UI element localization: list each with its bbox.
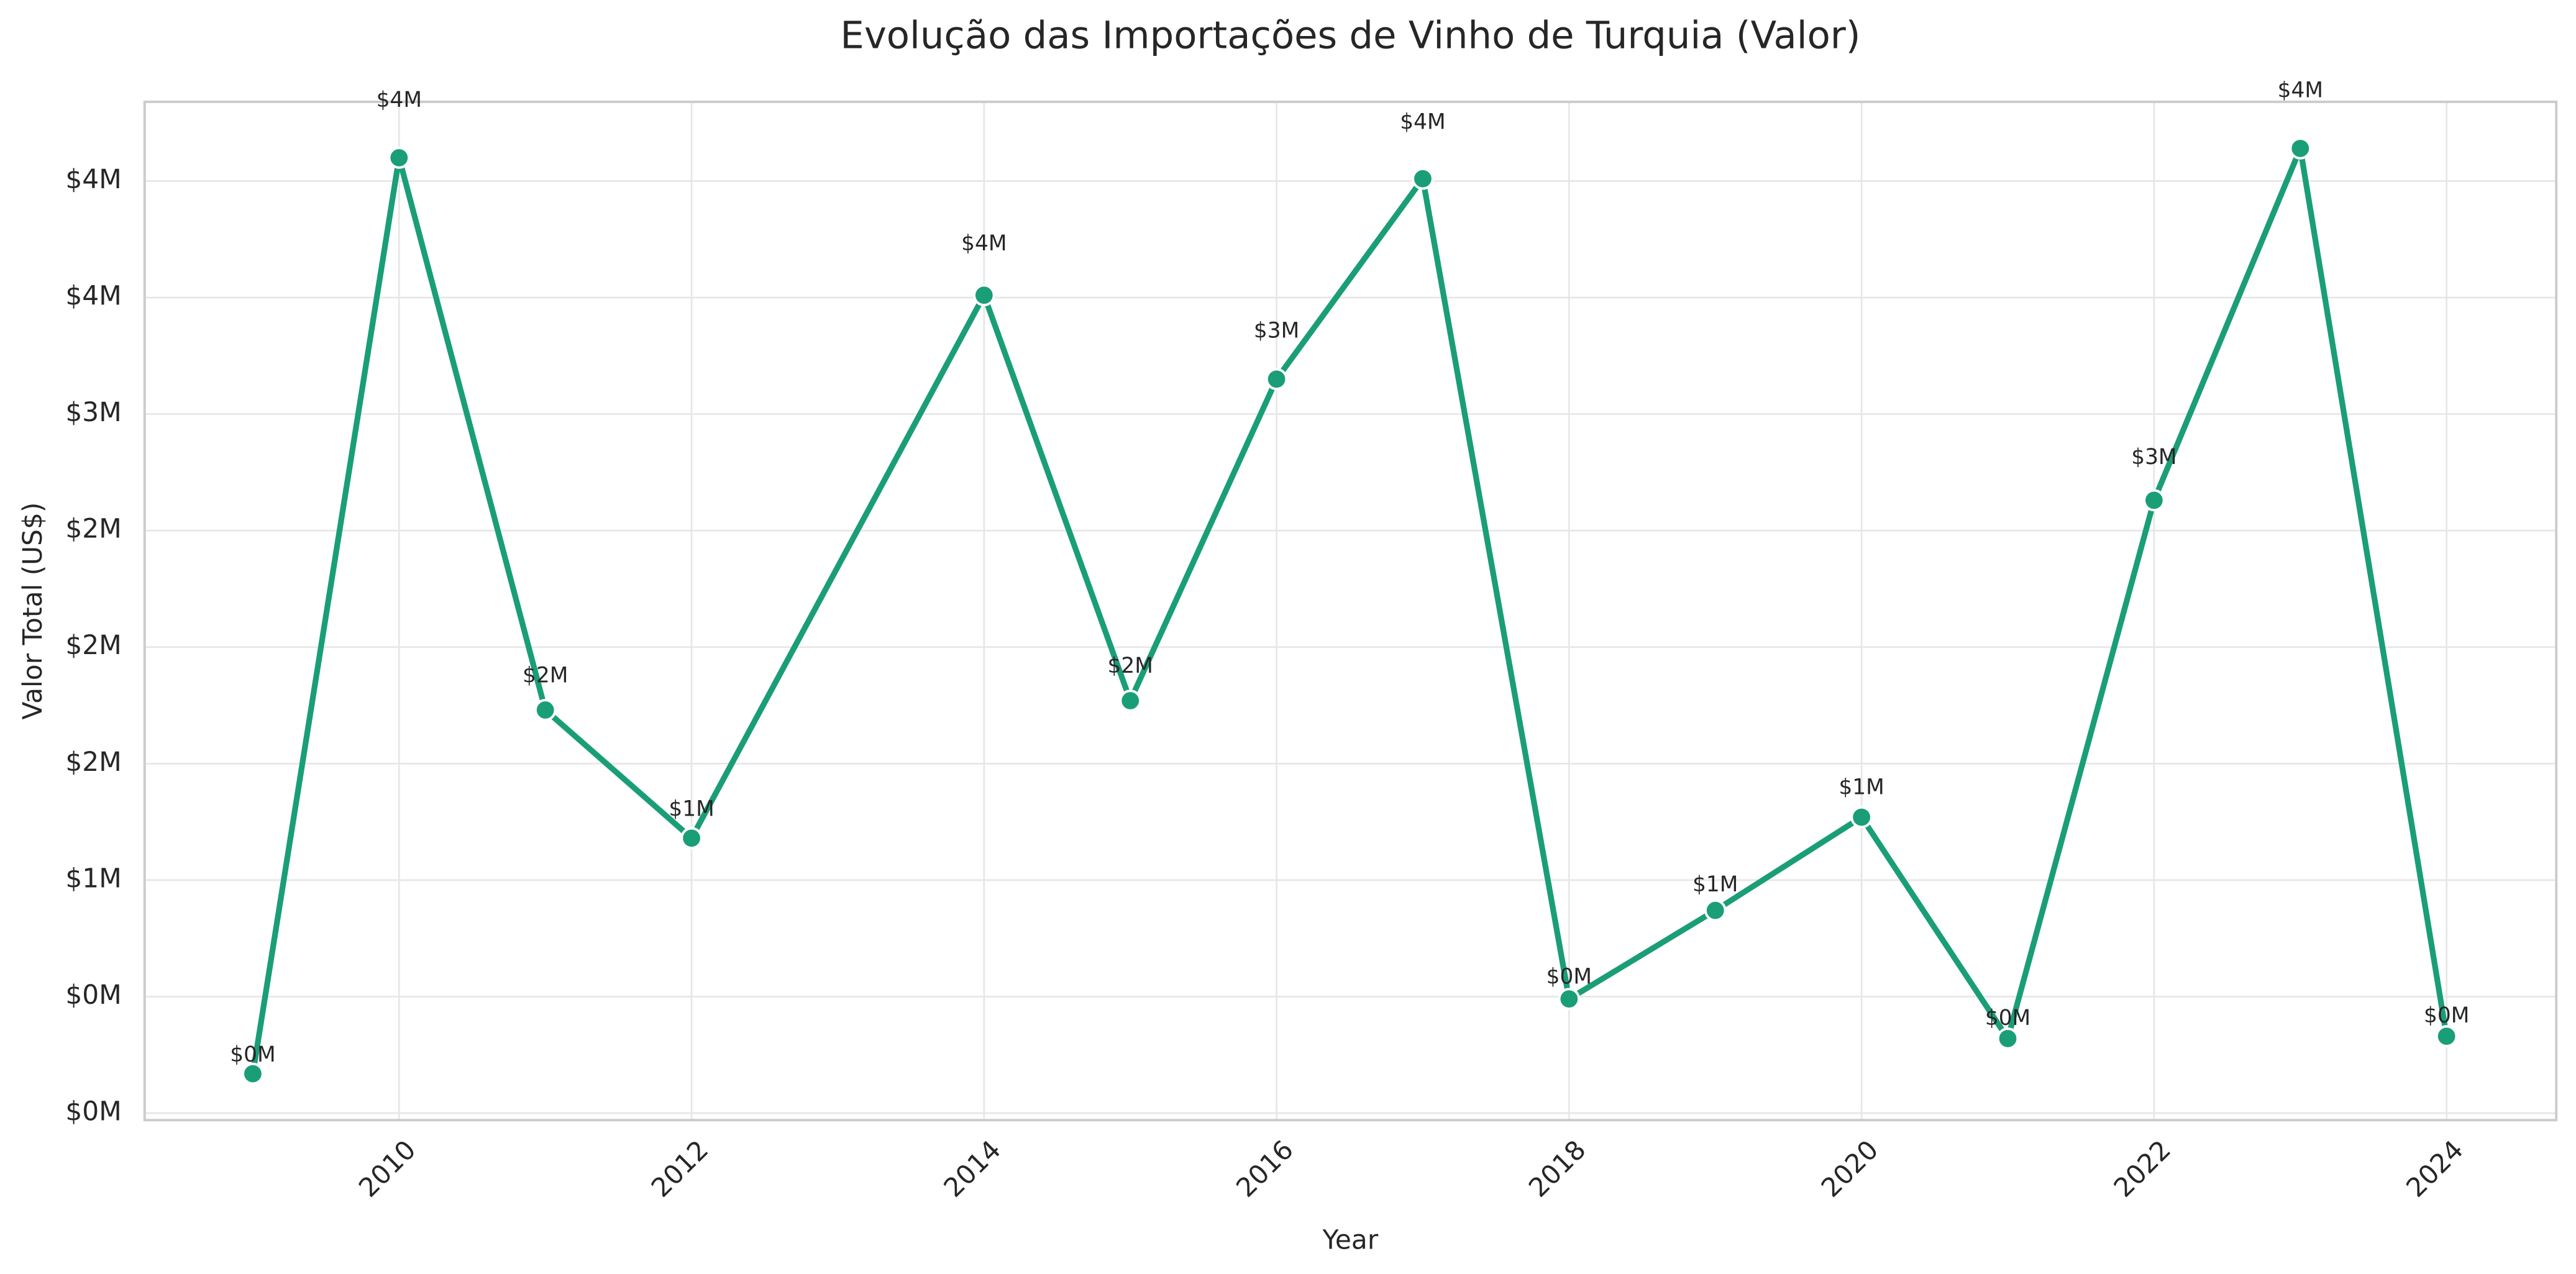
point xyxy=(1119,689,1142,712)
x-tick-label: 2024 xyxy=(2400,1134,2469,1203)
data-label: $3M xyxy=(2131,445,2176,470)
point xyxy=(680,827,703,850)
line xyxy=(250,145,2450,1075)
point xyxy=(2435,1025,2458,1048)
point xyxy=(1850,806,1873,829)
data-label: $4M xyxy=(961,231,1007,256)
y-tick-label: $2M xyxy=(65,514,121,544)
data-label: $2M xyxy=(1108,653,1153,678)
data-label: $1M xyxy=(1692,872,1738,897)
x-tick-label: 2020 xyxy=(1816,1134,1884,1203)
data-label: $4M xyxy=(1400,109,1445,134)
x-tick-label: 2016 xyxy=(1230,1134,1299,1203)
data-label: $1M xyxy=(669,797,714,822)
data-label: $4M xyxy=(377,88,422,112)
point xyxy=(1265,368,1288,391)
x-tick-label: 2012 xyxy=(646,1134,715,1203)
x-tick-label: 2018 xyxy=(1523,1134,1592,1203)
point xyxy=(1558,988,1581,1011)
x-tick-label: 2010 xyxy=(353,1134,422,1203)
point xyxy=(1412,167,1434,190)
point xyxy=(2289,137,2312,160)
data-label: $2M xyxy=(523,663,568,688)
data-label: $0M xyxy=(1985,1006,2030,1031)
point xyxy=(972,284,995,307)
data-label: $0M xyxy=(230,1042,275,1067)
data-label: $0M xyxy=(1546,964,1592,989)
data-label: $0M xyxy=(2424,1003,2469,1028)
y-axis-label: Valor Total (US$) xyxy=(17,503,48,720)
y-tick-label: $3M xyxy=(65,397,121,427)
x-tick-label: 2014 xyxy=(938,1134,1007,1203)
data-label: $1M xyxy=(1838,775,1884,800)
data-label: $4M xyxy=(2278,78,2323,102)
x-axis-label: Year xyxy=(1322,1224,1379,1255)
y-tick-label: $4M xyxy=(65,281,121,311)
point xyxy=(242,1062,264,1085)
y-tick-label: $0M xyxy=(65,980,121,1010)
point xyxy=(388,147,411,169)
point xyxy=(534,699,557,721)
plot-frame xyxy=(143,100,2558,1122)
point xyxy=(2143,489,2165,512)
y-tick-label: $2M xyxy=(65,630,121,660)
point xyxy=(1996,1027,2019,1050)
chart-title: Evolução das Importações de Vinho de Tur… xyxy=(840,14,1860,57)
point xyxy=(1704,899,1727,922)
y-tick-label: $0M xyxy=(65,1096,121,1126)
y-tick-label: $4M xyxy=(65,164,121,194)
y-tick-label: $2M xyxy=(65,747,121,777)
x-tick-label: 2022 xyxy=(2108,1134,2176,1203)
y-tick-label: $1M xyxy=(65,863,121,893)
data-label: $3M xyxy=(1254,319,1299,344)
